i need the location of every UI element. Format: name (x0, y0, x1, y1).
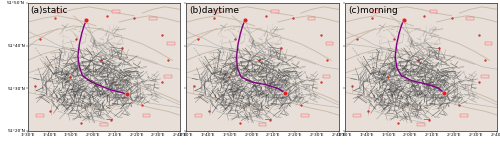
Bar (258, 123, 266, 126)
Bar (302, 114, 309, 117)
Bar (54, 10, 62, 14)
Bar (164, 75, 172, 78)
Bar (372, 10, 379, 14)
Bar (112, 10, 120, 14)
Bar (167, 42, 175, 45)
Bar (466, 17, 474, 20)
Bar (143, 114, 150, 117)
Bar (271, 10, 278, 14)
Bar (149, 17, 156, 20)
Bar (213, 10, 220, 14)
Bar (36, 114, 44, 117)
Bar (418, 123, 425, 126)
Text: (c)morning: (c)morning (348, 6, 398, 15)
Bar (460, 114, 468, 117)
Text: (b)daytime: (b)daytime (189, 6, 239, 15)
Text: (a)static: (a)static (30, 6, 68, 15)
Bar (484, 42, 492, 45)
Bar (353, 114, 361, 117)
Bar (482, 75, 489, 78)
Bar (326, 42, 334, 45)
Bar (430, 10, 437, 14)
Bar (100, 123, 108, 126)
Bar (323, 75, 330, 78)
Bar (308, 17, 315, 20)
Bar (194, 114, 202, 117)
